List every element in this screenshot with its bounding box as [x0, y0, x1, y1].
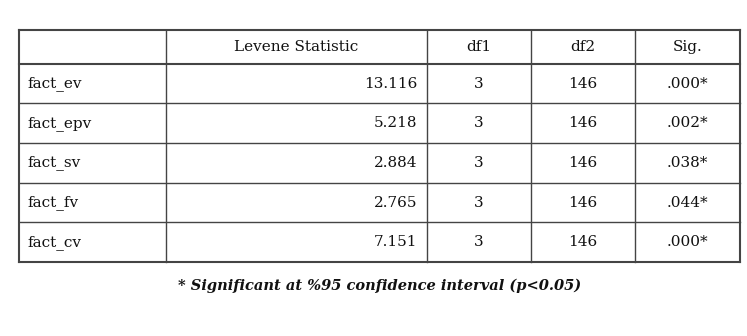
Text: 146: 146: [568, 116, 598, 130]
Text: .000*: .000*: [666, 235, 708, 249]
Text: df2: df2: [571, 40, 595, 54]
Text: 146: 146: [568, 77, 598, 91]
Text: fact_epv: fact_epv: [28, 116, 92, 131]
Text: 3: 3: [474, 235, 483, 249]
Text: 146: 146: [568, 196, 598, 210]
Text: fact_fv: fact_fv: [28, 195, 78, 210]
Text: .002*: .002*: [666, 116, 708, 130]
Text: Levene Statistic: Levene Statistic: [234, 40, 359, 54]
Text: 3: 3: [474, 196, 483, 210]
Text: 3: 3: [474, 116, 483, 130]
Text: 2.884: 2.884: [374, 156, 418, 170]
Text: 5.218: 5.218: [374, 116, 418, 130]
Text: fact_ev: fact_ev: [28, 76, 82, 91]
Text: 146: 146: [568, 156, 598, 170]
Text: 3: 3: [474, 77, 483, 91]
Text: fact_cv: fact_cv: [28, 235, 81, 250]
Text: 146: 146: [568, 235, 598, 249]
Text: fact_sv: fact_sv: [28, 156, 81, 170]
Text: .044*: .044*: [666, 196, 708, 210]
Text: Sig.: Sig.: [672, 40, 702, 54]
Text: 13.116: 13.116: [365, 77, 418, 91]
Text: 3: 3: [474, 156, 483, 170]
Text: .038*: .038*: [666, 156, 708, 170]
Text: df1: df1: [466, 40, 492, 54]
Text: 7.151: 7.151: [374, 235, 418, 249]
Text: .000*: .000*: [666, 77, 708, 91]
Text: 2.765: 2.765: [374, 196, 418, 210]
Text: * Significant at %95 confidence interval (p<0.05): * Significant at %95 confidence interval…: [178, 279, 580, 293]
